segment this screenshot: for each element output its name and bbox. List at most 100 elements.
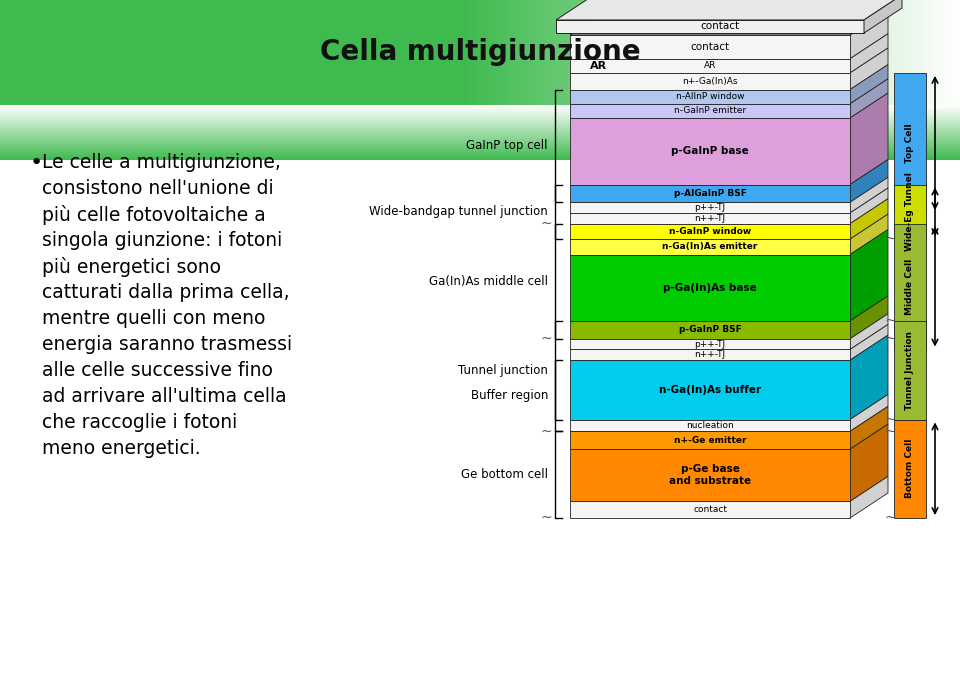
Text: consistono nell'unione di: consistono nell'unione di bbox=[42, 179, 274, 198]
Text: p-AlGaInP BSF: p-AlGaInP BSF bbox=[674, 189, 747, 198]
Polygon shape bbox=[850, 177, 888, 213]
Polygon shape bbox=[850, 199, 888, 239]
Polygon shape bbox=[556, 0, 902, 20]
Text: Cella multigiunzione: Cella multigiunzione bbox=[320, 38, 640, 67]
Bar bbox=[570, 254, 850, 321]
Text: p-Ga(In)As base: p-Ga(In)As base bbox=[663, 283, 756, 293]
Bar bbox=[570, 223, 850, 239]
Text: n-Ga(In)As emitter: n-Ga(In)As emitter bbox=[662, 242, 757, 251]
Text: contact: contact bbox=[701, 22, 739, 32]
Bar bbox=[570, 360, 850, 419]
Bar bbox=[570, 90, 850, 104]
Bar bbox=[570, 349, 850, 360]
Text: più energetici sono: più energetici sono bbox=[42, 257, 221, 277]
Text: catturati dalla prima cella,: catturati dalla prima cella, bbox=[42, 283, 290, 302]
Text: p-GaInP base: p-GaInP base bbox=[671, 146, 749, 156]
Polygon shape bbox=[850, 406, 888, 449]
Bar bbox=[570, 239, 850, 254]
Text: contact: contact bbox=[690, 42, 730, 52]
Text: Ge bottom cell: Ge bottom cell bbox=[461, 468, 548, 481]
Text: n+-Ga(In)As: n+-Ga(In)As bbox=[683, 77, 737, 85]
Text: n-GaInP emitter: n-GaInP emitter bbox=[674, 106, 746, 116]
Bar bbox=[570, 419, 850, 431]
Text: p++-TJ: p++-TJ bbox=[694, 340, 726, 349]
Text: ~: ~ bbox=[884, 425, 896, 438]
Bar bbox=[570, 449, 850, 501]
Text: Le celle a multigiunzione,: Le celle a multigiunzione, bbox=[42, 153, 281, 172]
Text: alle celle successive fino: alle celle successive fino bbox=[42, 361, 273, 380]
Text: Bottom Cell: Bottom Cell bbox=[905, 439, 915, 499]
Text: contact: contact bbox=[693, 505, 727, 514]
Text: ~: ~ bbox=[540, 217, 552, 231]
Bar bbox=[570, 339, 850, 349]
Text: ~: ~ bbox=[884, 332, 896, 346]
Bar bbox=[570, 184, 850, 203]
Polygon shape bbox=[850, 476, 888, 518]
Text: n-AlInP window: n-AlInP window bbox=[676, 92, 744, 101]
Text: ~: ~ bbox=[884, 413, 896, 427]
Polygon shape bbox=[850, 214, 888, 254]
Text: AR: AR bbox=[704, 61, 716, 71]
Polygon shape bbox=[850, 324, 888, 360]
Text: singola giunzione: i fotoni: singola giunzione: i fotoni bbox=[42, 231, 282, 250]
Bar bbox=[570, 203, 850, 213]
Polygon shape bbox=[864, 0, 902, 33]
Text: AR: AR bbox=[589, 61, 607, 71]
Bar bbox=[556, 20, 864, 33]
Text: ~: ~ bbox=[884, 232, 896, 246]
Text: Tunnel junction: Tunnel junction bbox=[458, 363, 548, 377]
Polygon shape bbox=[850, 424, 888, 501]
Bar bbox=[570, 431, 850, 449]
Text: più celle fotovoltaiche a: più celle fotovoltaiche a bbox=[42, 205, 266, 225]
Text: p-Ge base
and substrate: p-Ge base and substrate bbox=[669, 464, 751, 486]
Text: n-Ga(In)As buffer: n-Ga(In)As buffer bbox=[659, 385, 761, 395]
Text: mentre quelli con meno: mentre quelli con meno bbox=[42, 309, 265, 328]
Bar bbox=[894, 419, 926, 518]
Text: Ga(In)As middle cell: Ga(In)As middle cell bbox=[429, 275, 548, 288]
Text: p++-TJ: p++-TJ bbox=[694, 203, 726, 212]
Bar bbox=[0, 0, 960, 105]
Text: ~: ~ bbox=[540, 511, 552, 525]
Polygon shape bbox=[850, 394, 888, 431]
Bar bbox=[570, 35, 850, 59]
Bar bbox=[570, 118, 850, 184]
Text: n+-Ge emitter: n+-Ge emitter bbox=[674, 436, 746, 445]
Text: Middle Cell: Middle Cell bbox=[905, 258, 915, 315]
Text: ad arrivare all'ultima cella: ad arrivare all'ultima cella bbox=[42, 387, 287, 406]
Text: p-GaInP BSF: p-GaInP BSF bbox=[679, 326, 741, 334]
Bar bbox=[570, 73, 850, 90]
Polygon shape bbox=[850, 160, 888, 203]
Text: •: • bbox=[30, 153, 43, 173]
Bar bbox=[894, 184, 926, 239]
Text: ~: ~ bbox=[884, 314, 896, 328]
Text: n++-TJ: n++-TJ bbox=[694, 351, 726, 359]
Polygon shape bbox=[850, 188, 888, 223]
Text: nucleation: nucleation bbox=[686, 421, 733, 430]
Text: n++-TJ: n++-TJ bbox=[694, 214, 726, 223]
Polygon shape bbox=[850, 335, 888, 419]
Text: ~: ~ bbox=[540, 425, 552, 438]
Polygon shape bbox=[850, 93, 888, 184]
Bar bbox=[894, 223, 926, 349]
Text: Tunnel Junction: Tunnel Junction bbox=[905, 330, 915, 410]
Text: ~: ~ bbox=[884, 511, 896, 525]
Polygon shape bbox=[850, 65, 888, 104]
Text: Top Cell: Top Cell bbox=[905, 123, 915, 163]
Polygon shape bbox=[850, 314, 888, 349]
Text: Wide-Eg Tunnel: Wide-Eg Tunnel bbox=[905, 172, 915, 251]
Polygon shape bbox=[570, 10, 888, 35]
Text: meno energetici.: meno energetici. bbox=[42, 439, 201, 458]
Bar bbox=[570, 104, 850, 118]
Text: ~: ~ bbox=[540, 332, 552, 346]
Bar bbox=[570, 59, 850, 73]
Polygon shape bbox=[850, 34, 888, 73]
Bar bbox=[570, 213, 850, 223]
Bar bbox=[570, 501, 850, 518]
Text: che raccoglie i fotoni: che raccoglie i fotoni bbox=[42, 413, 237, 432]
Text: energia saranno trasmessi: energia saranno trasmessi bbox=[42, 335, 292, 354]
Text: Wide-bandgap tunnel junction: Wide-bandgap tunnel junction bbox=[370, 205, 548, 218]
Text: Buffer region: Buffer region bbox=[470, 389, 548, 402]
Polygon shape bbox=[850, 79, 888, 118]
Bar bbox=[894, 321, 926, 419]
Bar bbox=[894, 73, 926, 213]
